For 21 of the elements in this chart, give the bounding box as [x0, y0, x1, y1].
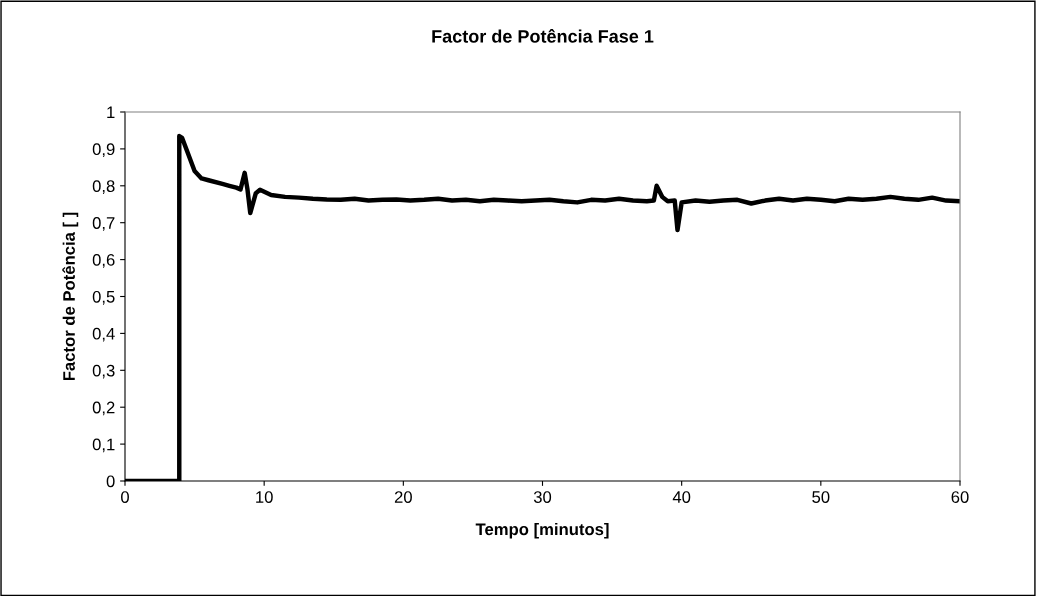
- y-tick-label: 0,6: [92, 254, 115, 268]
- x-tick-label: 10: [256, 491, 273, 503]
- y-tick-label: 0,4: [92, 327, 115, 342]
- y-tick-label: 0,9: [92, 143, 115, 158]
- y-tick-label: 0,1: [92, 438, 115, 453]
- y-tick-label: 0: [106, 475, 115, 488]
- x-tick-label: 0: [121, 491, 129, 503]
- x-axis-title: Tempo [minutos]: [475, 522, 609, 539]
- y-tick-label: 0,7: [92, 217, 115, 231]
- x-tick-label: 60: [951, 491, 969, 503]
- chart-title: Factor de Potência Fase 1: [432, 29, 654, 43]
- y-tick-label: 0,5: [92, 290, 115, 305]
- y-axis-title: Factor de Potência [ ]: [62, 212, 79, 381]
- x-tick-label: 30: [533, 491, 552, 503]
- x-tick-label: 50: [812, 491, 830, 503]
- x-tick-label: 40: [672, 491, 691, 503]
- y-tick-label: 1: [107, 106, 115, 119]
- y-tick-label: 0,8: [92, 180, 115, 194]
- y-tick-label: 0,3: [92, 364, 115, 379]
- y-tick-label: 0,2: [92, 401, 115, 416]
- x-tick-label: 20: [394, 491, 412, 503]
